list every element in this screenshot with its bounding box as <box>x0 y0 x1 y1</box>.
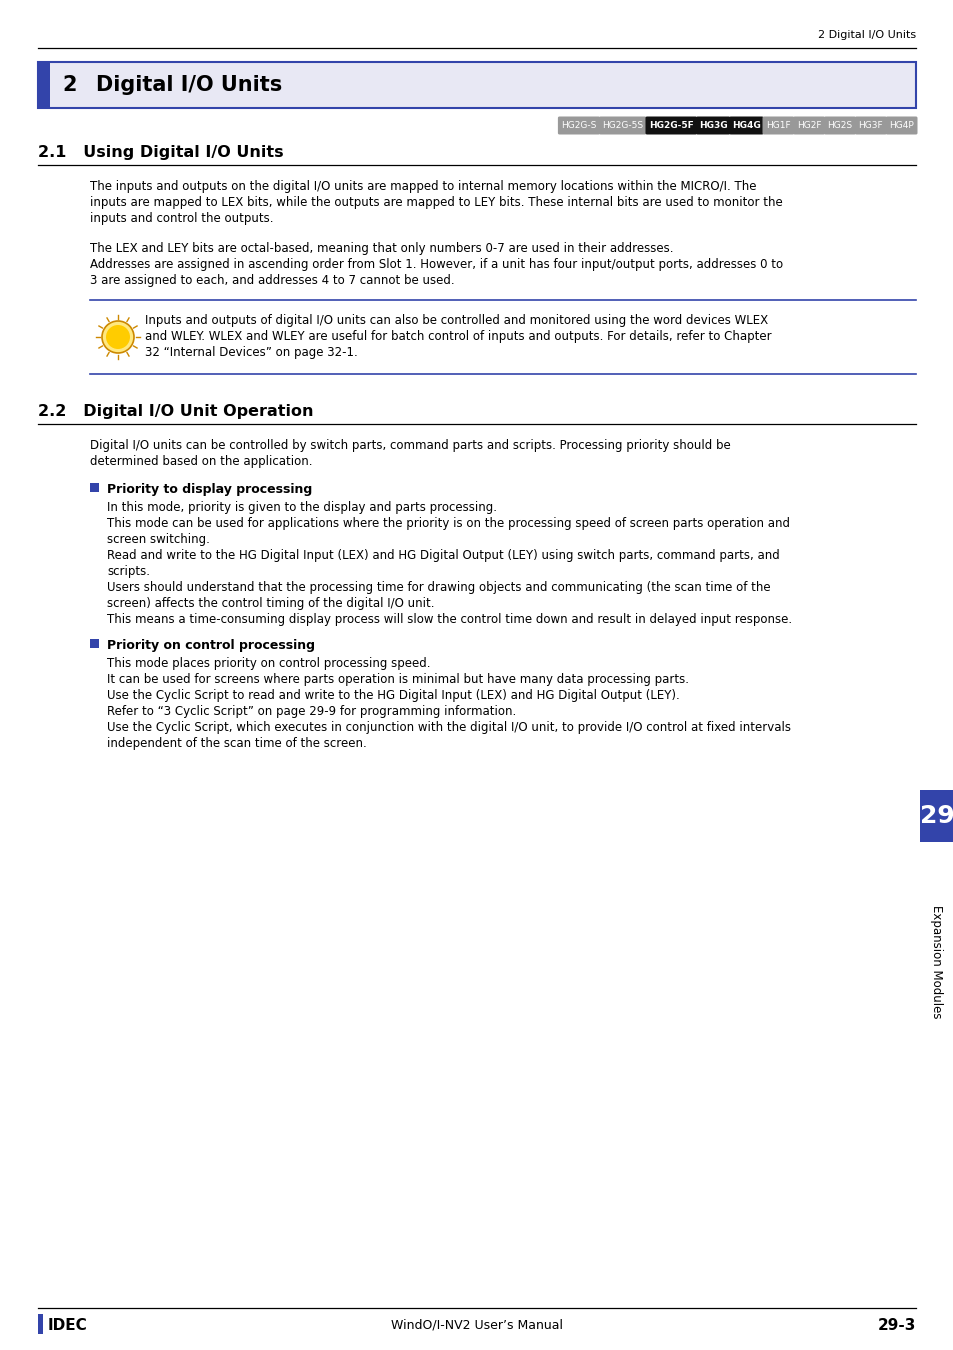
Text: In this mode, priority is given to the display and parts processing.: In this mode, priority is given to the d… <box>107 501 497 514</box>
Text: 29: 29 <box>919 805 953 828</box>
Text: Addresses are assigned in ascending order from Slot 1. However, if a unit has fo: Addresses are assigned in ascending orde… <box>90 258 782 271</box>
Bar <box>38 62 50 108</box>
Text: Digital I/O units can be controlled by switch parts, command parts and scripts. : Digital I/O units can be controlled by s… <box>90 439 730 452</box>
Text: The LEX and LEY bits are octal-based, meaning that only numbers 0-7 are used in : The LEX and LEY bits are octal-based, me… <box>90 242 673 255</box>
Text: 3 are assigned to each, and addresses 4 to 7 cannot be used.: 3 are assigned to each, and addresses 4 … <box>90 274 455 288</box>
Text: HG2G-5S: HG2G-5S <box>601 120 642 130</box>
Text: It can be used for screens where parts operation is minimal but have many data p: It can be used for screens where parts o… <box>107 674 688 686</box>
Text: inputs and control the outputs.: inputs and control the outputs. <box>90 212 274 225</box>
Text: 2.1   Using Digital I/O Units: 2.1 Using Digital I/O Units <box>38 144 283 161</box>
FancyBboxPatch shape <box>696 116 730 135</box>
Text: scripts.: scripts. <box>107 566 150 578</box>
Bar <box>38 1314 43 1334</box>
Text: screen switching.: screen switching. <box>107 533 210 545</box>
FancyBboxPatch shape <box>793 116 824 135</box>
Text: Priority to display processing: Priority to display processing <box>107 483 312 495</box>
FancyBboxPatch shape <box>558 116 599 135</box>
Text: HG4G: HG4G <box>731 120 760 130</box>
Text: determined based on the application.: determined based on the application. <box>90 455 313 468</box>
Text: HG4P: HG4P <box>888 120 913 130</box>
Bar <box>90 483 99 491</box>
Text: HG2G-S: HG2G-S <box>560 120 596 130</box>
Text: Use the Cyclic Script, which executes in conjunction with the digital I/O unit, : Use the Cyclic Script, which executes in… <box>107 721 790 734</box>
Text: inputs are mapped to LEX bits, while the outputs are mapped to LEY bits. These i: inputs are mapped to LEX bits, while the… <box>90 196 781 209</box>
FancyBboxPatch shape <box>598 116 646 135</box>
FancyBboxPatch shape <box>854 116 885 135</box>
Text: independent of the scan time of the screen.: independent of the scan time of the scre… <box>107 737 366 751</box>
Text: HG2G-5F: HG2G-5F <box>648 120 693 130</box>
Text: Inputs and outputs of digital I/O units can also be controlled and monitored usi: Inputs and outputs of digital I/O units … <box>145 315 767 327</box>
Text: IDEC: IDEC <box>48 1318 88 1332</box>
Text: This mode places priority on control processing speed.: This mode places priority on control pro… <box>107 657 430 670</box>
Text: This mode can be used for applications where the priority is on the processing s: This mode can be used for applications w… <box>107 517 789 531</box>
Text: HG3G: HG3G <box>699 120 727 130</box>
Text: 2: 2 <box>62 76 76 95</box>
Text: HG3F: HG3F <box>858 120 882 130</box>
Text: and WLEY. WLEX and WLEY are useful for batch control of inputs and outputs. For : and WLEY. WLEX and WLEY are useful for b… <box>145 329 771 343</box>
Text: Expansion Modules: Expansion Modules <box>929 906 943 1019</box>
Text: HG2S: HG2S <box>826 120 852 130</box>
Text: Priority on control processing: Priority on control processing <box>107 639 314 652</box>
FancyBboxPatch shape <box>823 116 855 135</box>
Text: 2 Digital I/O Units: 2 Digital I/O Units <box>817 30 915 40</box>
FancyBboxPatch shape <box>884 116 917 135</box>
Bar <box>38 62 915 108</box>
Text: HG1F: HG1F <box>765 120 790 130</box>
Text: screen) affects the control timing of the digital I/O unit.: screen) affects the control timing of th… <box>107 597 434 610</box>
Circle shape <box>102 321 133 352</box>
Text: WindO/I-NV2 User’s Manual: WindO/I-NV2 User’s Manual <box>391 1318 562 1331</box>
Text: This means a time-consuming display process will slow the control time down and : This means a time-consuming display proc… <box>107 613 791 626</box>
Text: Digital I/O Units: Digital I/O Units <box>96 76 282 95</box>
FancyBboxPatch shape <box>761 116 794 135</box>
Circle shape <box>106 325 130 350</box>
Text: The inputs and outputs on the digital I/O units are mapped to internal memory lo: The inputs and outputs on the digital I/… <box>90 180 756 193</box>
Text: 32 “Internal Devices” on page 32-1.: 32 “Internal Devices” on page 32-1. <box>145 346 357 359</box>
Text: Use the Cyclic Script to read and write to the HG Digital Input (LEX) and HG Dig: Use the Cyclic Script to read and write … <box>107 688 679 702</box>
Text: HG2F: HG2F <box>796 120 821 130</box>
Text: Users should understand that the processing time for drawing objects and communi: Users should understand that the process… <box>107 580 770 594</box>
Text: 2.2   Digital I/O Unit Operation: 2.2 Digital I/O Unit Operation <box>38 404 314 418</box>
Text: Read and write to the HG Digital Input (LEX) and HG Digital Output (LEY) using s: Read and write to the HG Digital Input (… <box>107 549 779 562</box>
Bar <box>919 790 953 842</box>
FancyBboxPatch shape <box>728 116 762 135</box>
Bar <box>90 639 99 648</box>
Text: 29-3: 29-3 <box>877 1318 915 1332</box>
Text: Refer to “3 Cyclic Script” on page 29-9 for programming information.: Refer to “3 Cyclic Script” on page 29-9 … <box>107 705 516 718</box>
FancyBboxPatch shape <box>645 116 697 135</box>
